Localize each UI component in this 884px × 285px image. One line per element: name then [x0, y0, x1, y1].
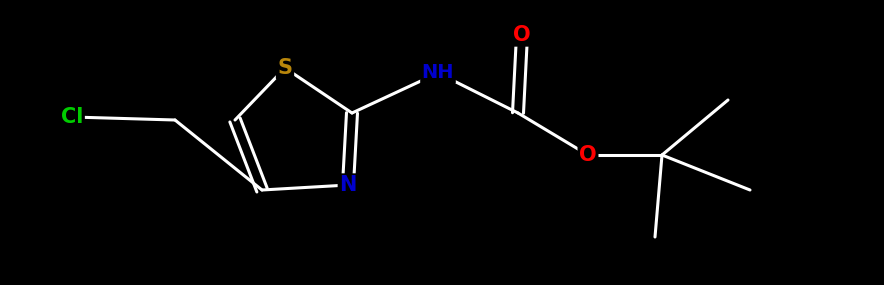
Text: O: O [514, 25, 530, 45]
Text: O: O [579, 145, 597, 165]
Text: S: S [278, 58, 293, 78]
Text: Cl: Cl [61, 107, 83, 127]
Text: N: N [339, 175, 356, 195]
Text: NH: NH [422, 64, 454, 82]
